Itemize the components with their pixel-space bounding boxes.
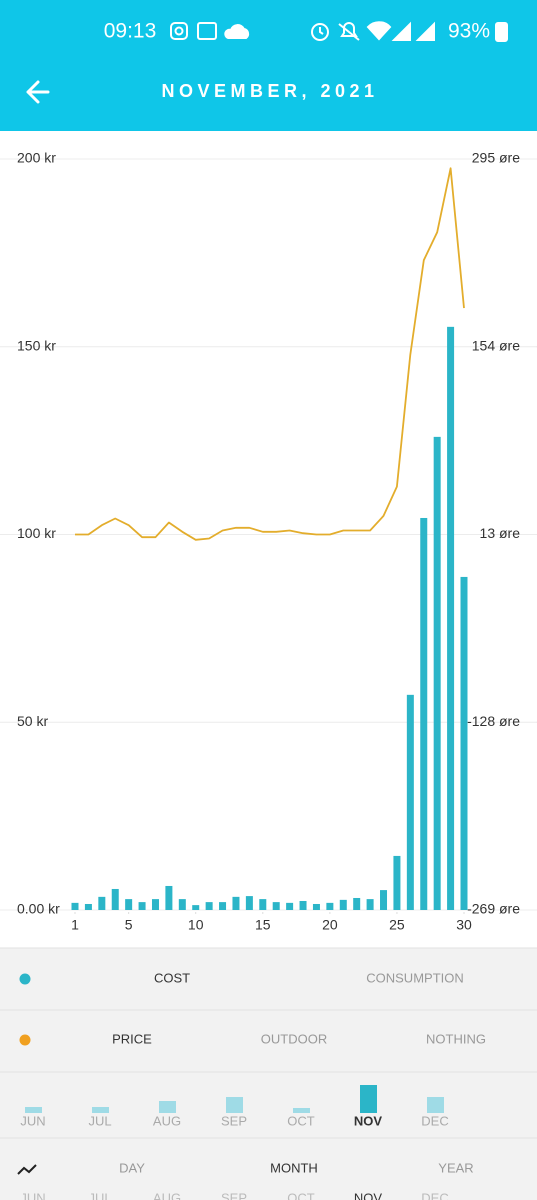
metric-consumption[interactable]: CONSUMPTION [366, 970, 464, 985]
x-tick-label: 1 [71, 917, 79, 933]
month-tab-peek[interactable]: JUN [20, 1190, 45, 1200]
month-tab-peek[interactable]: OCT [287, 1190, 315, 1200]
y-tick-label: 100 kr [17, 525, 56, 541]
period-tab[interactable]: DAY [119, 1160, 145, 1175]
month-tab-peek[interactable]: JUL [88, 1190, 111, 1200]
bar [312, 903, 320, 910]
bar [205, 902, 213, 910]
bar [353, 897, 361, 910]
bar [433, 436, 441, 910]
y2-tick-label: 154 øre [472, 337, 520, 353]
bar [125, 899, 133, 910]
bar [165, 885, 173, 910]
y2-tick-label: 295 øre [472, 150, 520, 166]
month-tab-peek[interactable]: SEP [221, 1190, 247, 1200]
bar [151, 899, 159, 910]
status-time: 09:13 [104, 20, 157, 43]
controls-panel [0, 948, 537, 1200]
x-tick-label: 15 [255, 917, 271, 933]
bar [111, 888, 119, 910]
bar [406, 694, 414, 910]
bar [178, 899, 186, 910]
status-icons [170, 21, 508, 42]
period-tab[interactable]: MONTH [270, 1160, 318, 1175]
bar [393, 855, 401, 910]
bar [299, 900, 307, 910]
month-tab[interactable]: SEP [221, 1113, 247, 1128]
y2-tick-label: -128 øre [467, 713, 520, 729]
y2-tick-label: 13 øre [480, 525, 521, 541]
month-tab[interactable]: JUL [88, 1113, 111, 1128]
month-tab[interactable]: AUG [153, 1113, 181, 1128]
bar [286, 902, 294, 910]
month-tab-peek[interactable]: AUG [153, 1190, 181, 1200]
month-tab[interactable]: OCT [287, 1113, 315, 1128]
y-tick-label: 200 kr [17, 150, 56, 166]
bar [138, 902, 146, 910]
period-tab[interactable]: YEAR [438, 1160, 473, 1175]
overlay-nothing[interactable]: NOTHING [426, 1031, 486, 1046]
x-tick-label: 5 [125, 917, 133, 933]
y-tick-label: 50 kr [17, 713, 48, 729]
month-tab[interactable]: NOV [354, 1113, 383, 1128]
metric-cost[interactable]: COST [154, 970, 190, 985]
page-title: NOVEMBER, 2021 [161, 81, 378, 101]
month-icons [25, 1085, 444, 1113]
bar [339, 899, 347, 910]
bar [245, 896, 253, 910]
month-tab[interactable]: DEC [421, 1113, 448, 1128]
month-tab[interactable]: JUN [20, 1113, 45, 1128]
bar [232, 896, 240, 910]
month-tab-peek[interactable]: DEC [421, 1190, 448, 1200]
price-line [75, 167, 465, 541]
x-tick-label: 20 [322, 917, 338, 933]
x-tick-label: 30 [456, 917, 472, 933]
bar [447, 326, 455, 910]
app-bar [0, 0, 537, 131]
bar [272, 902, 280, 910]
status-battery: 93% [448, 20, 490, 43]
bar [326, 902, 334, 910]
bar [84, 903, 92, 910]
bar [460, 576, 468, 910]
separators [0, 947, 537, 1139]
bar [380, 890, 388, 910]
overlay-price[interactable]: PRICE [112, 1031, 152, 1046]
bar [259, 899, 267, 910]
bar [219, 902, 227, 910]
bar [420, 517, 428, 910]
y2-tick-label: -269 øre [467, 901, 520, 917]
price-dot [19, 1034, 31, 1046]
x-tick-label: 10 [188, 917, 204, 933]
bar [98, 896, 106, 910]
bar [192, 905, 200, 910]
cost-dot [19, 973, 31, 985]
bar [71, 902, 79, 910]
back-button[interactable] [26, 80, 50, 104]
y-tick-label: 150 kr [17, 337, 56, 353]
y-tick-label: 0.00 kr [17, 901, 60, 917]
x-tick-label: 25 [389, 917, 405, 933]
trend-icon[interactable] [17, 1164, 37, 1175]
month-tab-peek[interactable]: NOV [354, 1190, 383, 1200]
overlay-outdoor[interactable]: OUTDOOR [261, 1031, 327, 1046]
bar [366, 899, 374, 910]
